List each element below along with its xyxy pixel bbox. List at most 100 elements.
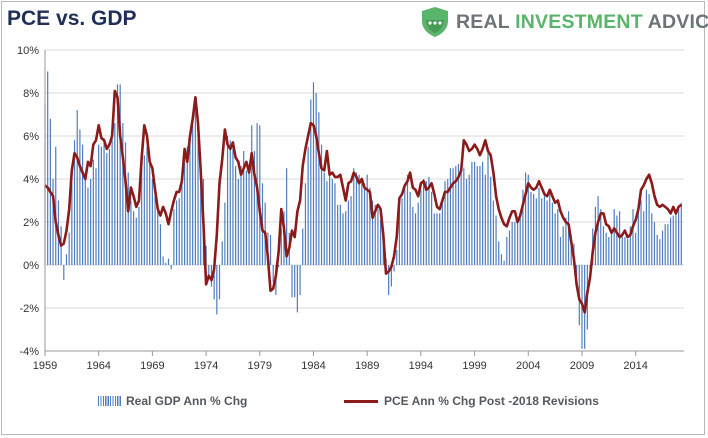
- gdp-bar: [237, 179, 239, 265]
- brand-name-part1: REAL: [456, 10, 516, 33]
- gdp-bar: [307, 146, 309, 265]
- y-tick-label: 10%: [17, 45, 39, 57]
- gdp-bar: [610, 232, 613, 265]
- x-tick-label: 1969: [140, 360, 164, 372]
- gdp-bar: [240, 166, 242, 265]
- gdp-bar: [369, 187, 371, 265]
- gdp-bar: [533, 194, 535, 265]
- gdp-bar: [608, 237, 610, 265]
- gdp-bar: [473, 161, 476, 265]
- gdp-bar: [226, 136, 229, 265]
- gdp-bar: [465, 179, 468, 265]
- gdp-bar: [170, 265, 172, 270]
- gdp-bar: [65, 254, 68, 265]
- gdp-bar: [299, 265, 301, 296]
- gdp-bar: [549, 191, 551, 265]
- gdp-bar: [154, 196, 156, 265]
- gdp-bar: [47, 71, 49, 265]
- gdp-bar: [398, 209, 401, 265]
- gdp-bar: [629, 226, 631, 265]
- gdp-bar: [159, 224, 162, 265]
- gdp-bar: [269, 234, 272, 265]
- gdp-bar: [243, 151, 245, 265]
- gdp-bar: [425, 181, 427, 265]
- gdp-bar: [184, 159, 186, 265]
- gdp-bar: [441, 202, 443, 265]
- gdp-bar: [318, 112, 320, 265]
- legend-gdp: Real GDP Ann % Chg: [98, 389, 247, 413]
- y-tick-label: -2%: [19, 303, 39, 315]
- gdp-bar: [471, 161, 473, 265]
- gdp-bar: [492, 200, 494, 265]
- x-tick-label: 1979: [248, 360, 272, 372]
- pce-line-layer: [44, 89, 683, 314]
- gdp-bar: [157, 209, 159, 265]
- gdp-bar: [374, 204, 376, 265]
- gdp-bar: [224, 202, 226, 265]
- gdp-bar: [482, 161, 484, 265]
- gdp-bar: [648, 194, 650, 265]
- gdp-bar: [602, 226, 605, 265]
- gdp-bar: [286, 168, 288, 265]
- gdp-bar: [326, 181, 328, 265]
- gdp-bar: [551, 202, 554, 265]
- gdp-bar: [672, 215, 674, 265]
- x-tick-label: 2004: [516, 360, 540, 372]
- axes: -4% -2% 0% 2% 4% 6% 8% 10% 1959 1964 1969 1974 1979 1…: [17, 45, 684, 372]
- gdp-bar: [565, 217, 567, 265]
- gdp-bar: [498, 241, 500, 265]
- gdp-bar: [272, 265, 274, 283]
- gdp-bar: [444, 181, 446, 265]
- gdp-bar: [103, 138, 105, 265]
- gdp-bar: [100, 146, 102, 265]
- gdp-bar: [68, 232, 70, 265]
- pce-gdp-chart: -4% -2% 0% 2% 4% 6% 8% 10% 1959 1964 1969 1974 1979 1…: [17, 45, 684, 372]
- y-tick-label: 0%: [23, 260, 39, 272]
- gdp-bar: [524, 172, 527, 265]
- gdp-bar: [200, 157, 202, 265]
- gdp-bar: [522, 189, 524, 265]
- gdp-bar: [635, 232, 637, 265]
- gdp-bar: [406, 174, 409, 265]
- gdp-bar: [320, 144, 323, 265]
- gdp-bar: [248, 170, 250, 265]
- legend-gdp-swatch: [98, 396, 122, 406]
- gdp-bar: [401, 198, 403, 265]
- gdp-bar: [323, 172, 325, 265]
- gdp-bar: [355, 172, 358, 265]
- gdp-bar: [108, 148, 111, 265]
- brand-logo-block: REAL INVESTMENT ADVICE: [420, 5, 708, 39]
- gdp-bar: [151, 179, 153, 265]
- gdp-bar: [122, 123, 124, 265]
- gdp-bar: [460, 168, 462, 265]
- gdp-bar: [63, 265, 65, 281]
- gdp-bar: [519, 213, 521, 265]
- gdp-bar: [312, 82, 315, 265]
- gdp-bar: [280, 228, 282, 265]
- gdp-bar: [463, 168, 465, 265]
- y-tick-label: 8%: [23, 88, 39, 100]
- gdp-bar: [337, 204, 339, 265]
- gdp-bar: [363, 183, 366, 265]
- gdp-bar: [420, 189, 422, 265]
- gdp-bar: [302, 228, 304, 265]
- gdp-bar: [645, 189, 648, 265]
- gdp-bar: [468, 174, 470, 265]
- x-tick-label: 1959: [33, 360, 57, 372]
- gdp-bar: [605, 232, 607, 265]
- gdp-bar: [535, 198, 537, 265]
- gdp-bar: [675, 211, 677, 265]
- gdp-bar: [661, 230, 664, 265]
- gdp-bar: [508, 230, 511, 265]
- x-tick-label: 1999: [462, 360, 486, 372]
- gdp-bar: [186, 146, 188, 265]
- gdp-bar: [500, 254, 503, 265]
- gdp-bar: [245, 170, 247, 265]
- gdp-bar: [404, 187, 406, 265]
- gdp-bar: [667, 224, 669, 265]
- x-tick-label: 2014: [623, 360, 647, 372]
- brand-name-part2: INVESTMENT: [515, 10, 643, 33]
- gdp-bar: [554, 213, 556, 265]
- gdp-bar: [624, 237, 626, 265]
- gdp-bar: [511, 222, 513, 265]
